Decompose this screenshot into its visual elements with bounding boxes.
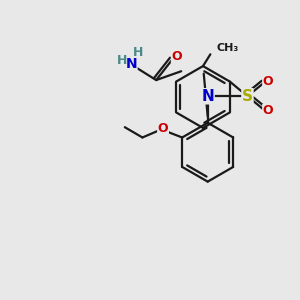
Text: O: O — [158, 122, 168, 135]
Text: O: O — [263, 104, 273, 118]
Text: N: N — [201, 89, 214, 104]
Text: CH₃: CH₃ — [216, 44, 238, 53]
Text: H: H — [117, 53, 128, 67]
Text: O: O — [172, 50, 182, 63]
Text: N: N — [125, 57, 137, 71]
Text: S: S — [242, 89, 253, 104]
Text: H: H — [132, 46, 143, 59]
Text: O: O — [263, 75, 273, 88]
